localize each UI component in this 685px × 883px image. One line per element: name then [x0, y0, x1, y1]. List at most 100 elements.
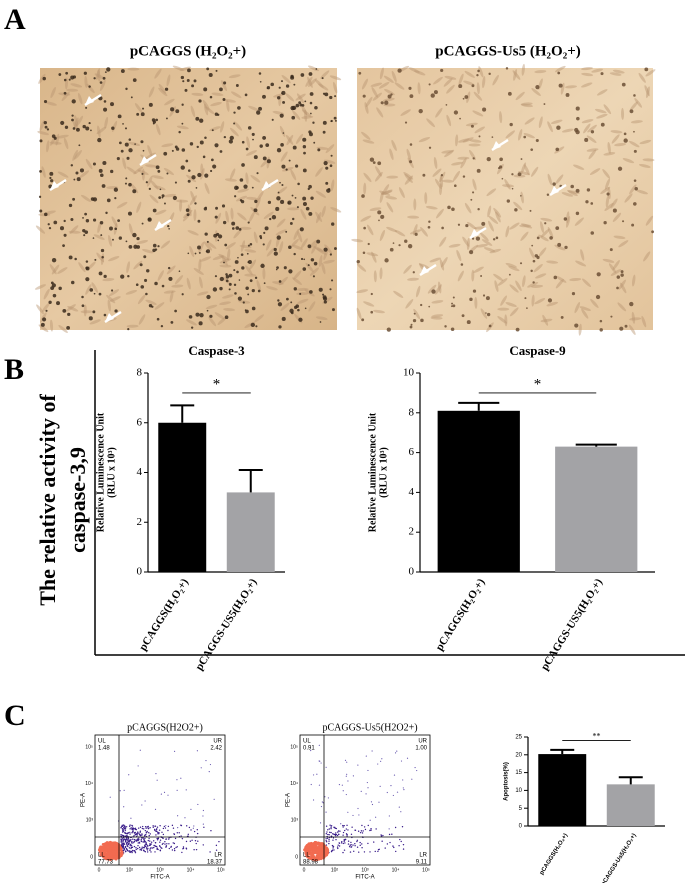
event-dot — [340, 823, 342, 825]
event-dot — [333, 849, 335, 851]
nucleus — [181, 293, 184, 296]
event-dot — [163, 825, 166, 828]
nucleus — [451, 207, 455, 212]
cell — [426, 118, 435, 128]
nucleus — [130, 96, 133, 99]
nucleus — [127, 327, 130, 331]
cell — [465, 122, 478, 127]
nucleus — [82, 217, 84, 219]
nucleus — [427, 225, 431, 229]
cell — [473, 266, 484, 273]
nucleus — [154, 281, 158, 286]
cell — [442, 179, 455, 183]
nucleus — [237, 256, 239, 259]
event-dot — [203, 826, 205, 828]
cell — [523, 164, 530, 176]
nucleus — [275, 268, 278, 271]
event-dot — [197, 840, 199, 842]
event-dot — [354, 829, 356, 831]
event-dot — [128, 774, 130, 776]
cell — [561, 128, 574, 133]
nucleus — [260, 263, 265, 269]
nucleus — [190, 326, 194, 329]
nucleus — [307, 244, 312, 249]
nucleus — [308, 211, 313, 216]
cell — [474, 296, 478, 309]
cell — [304, 109, 308, 122]
nucleus — [212, 164, 217, 169]
nucleus — [412, 319, 417, 323]
nucleus — [264, 226, 269, 231]
nucleus — [209, 314, 213, 318]
cell — [381, 189, 393, 195]
event-dot — [157, 837, 160, 839]
event-dot — [167, 794, 169, 796]
nucleus — [555, 226, 560, 231]
cell — [230, 207, 234, 220]
nucleus — [557, 71, 561, 75]
nucleus — [324, 92, 329, 97]
cell — [127, 67, 140, 71]
nucleus — [224, 315, 229, 319]
nucleus — [534, 254, 539, 258]
nucleus — [546, 193, 550, 196]
event-dot — [342, 824, 344, 827]
cell — [305, 262, 314, 273]
nucleus — [378, 219, 380, 222]
nucleus — [571, 292, 576, 296]
cell — [156, 123, 161, 136]
nucleus — [291, 194, 294, 197]
event-dot — [131, 840, 133, 843]
nucleus — [291, 217, 295, 221]
cell — [96, 126, 107, 135]
nucleus — [90, 197, 95, 201]
event-dot — [320, 855, 324, 858]
cell — [324, 244, 333, 254]
nucleus — [253, 155, 258, 160]
cell — [404, 175, 413, 185]
event-dot — [135, 828, 138, 831]
nucleus — [110, 102, 115, 107]
nucleus — [377, 210, 382, 215]
event-dot — [382, 834, 384, 837]
cell — [65, 304, 76, 312]
nucleus — [418, 108, 423, 114]
event-dot — [394, 826, 397, 829]
nucleus — [204, 173, 209, 178]
event-dot — [343, 849, 346, 851]
cell — [385, 195, 398, 200]
nucleus — [85, 266, 90, 271]
nucleus — [106, 198, 111, 203]
nucleus — [198, 99, 202, 103]
cell — [85, 284, 92, 295]
nucleus — [276, 266, 279, 269]
nucleus — [380, 214, 385, 219]
nucleus — [214, 215, 218, 219]
nucleus — [472, 289, 477, 293]
cell — [51, 264, 60, 275]
event-dot — [150, 841, 153, 843]
nucleus — [529, 209, 532, 212]
event-dot — [128, 847, 131, 849]
cell — [458, 73, 464, 85]
event-dot — [347, 829, 349, 831]
cell — [308, 78, 317, 87]
cell — [524, 117, 535, 125]
cell — [292, 277, 302, 285]
event-dot — [133, 845, 136, 848]
event-dot — [137, 838, 140, 841]
cell — [612, 260, 620, 271]
y-tick-label: 10 — [403, 367, 415, 379]
event-dot — [159, 825, 161, 827]
event-dot — [119, 846, 122, 849]
cell — [198, 241, 205, 253]
nucleus — [323, 247, 328, 252]
nucleus — [549, 236, 553, 240]
nucleus — [586, 188, 591, 192]
cell — [522, 275, 526, 288]
event-dot — [200, 767, 202, 769]
nucleus — [78, 144, 81, 147]
event-dot — [312, 845, 316, 848]
cell — [417, 82, 421, 95]
nucleus — [263, 231, 266, 234]
